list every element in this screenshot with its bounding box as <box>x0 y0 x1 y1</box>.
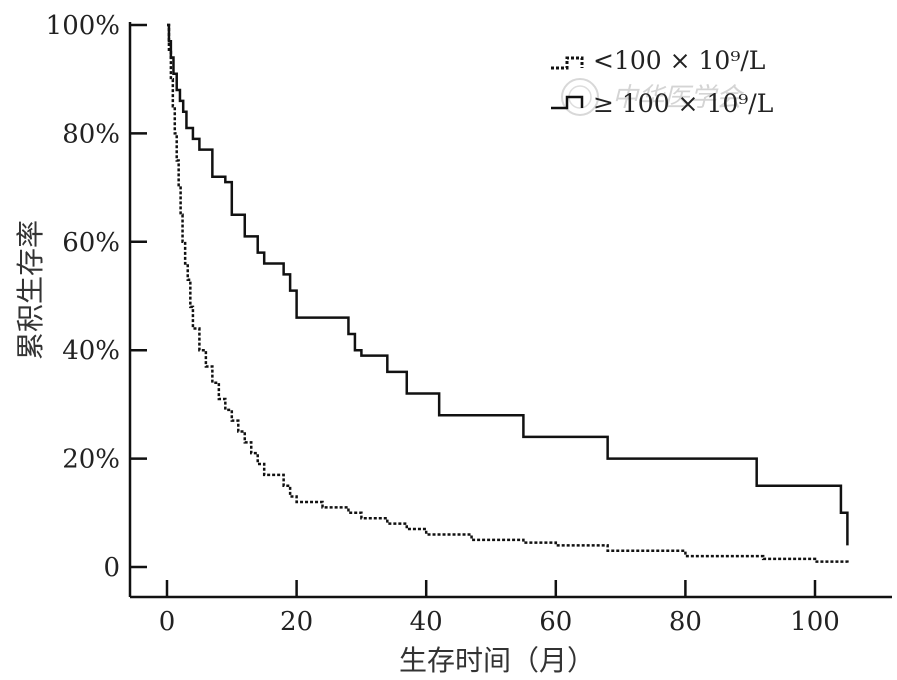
watermark-text: 中华医学会 <box>612 83 745 113</box>
series-line-at-least-100 <box>167 23 849 546</box>
axes: 0 20 40 60 80 100 0 20% 40% 60% 80% 100% <box>46 11 892 637</box>
legend-label-dotted: <100 × 10⁹/L <box>593 46 765 75</box>
x-tick-label: 20 <box>280 607 313 637</box>
x-tick-label: 80 <box>669 607 702 637</box>
legend-label-solid: ≥ 100 × 10⁹/L <box>593 89 773 118</box>
legend-item-solid: ≥ 100 × 10⁹/L <box>551 89 773 118</box>
legend-item-dotted: <100 × 10⁹/L <box>551 46 765 75</box>
legend-swatch-dotted <box>551 56 584 70</box>
series-layer <box>167 23 849 565</box>
y-tick-label: 40% <box>62 336 120 366</box>
watermark-seal <box>561 78 599 116</box>
y-tick-label: 60% <box>62 228 120 258</box>
x-tick-label: 100 <box>790 607 840 637</box>
x-axis-title: 生存时间（月） <box>399 644 595 677</box>
x-tick-label: 0 <box>159 607 176 637</box>
y-tick-label: 20% <box>62 445 120 475</box>
y-tick-label: 80% <box>62 119 120 149</box>
x-tick-label: 40 <box>410 607 443 637</box>
legend-swatch-solid <box>551 95 584 110</box>
watermark: 中华医学会 <box>561 78 745 116</box>
legend: <100 × 10⁹/L ≥ 100 × 10⁹/L <box>551 46 773 118</box>
x-tick-label: 60 <box>539 607 572 637</box>
y-tick-label: 0 <box>103 553 120 583</box>
y-tick-label: 100% <box>46 11 120 41</box>
y-ticks: 0 20% 40% 60% 80% 100% <box>46 11 147 583</box>
series-line-below-100 <box>167 23 849 565</box>
x-ticks: 0 20 40 60 80 100 <box>159 580 840 637</box>
y-axis-title: 累积生存率 <box>14 220 47 360</box>
